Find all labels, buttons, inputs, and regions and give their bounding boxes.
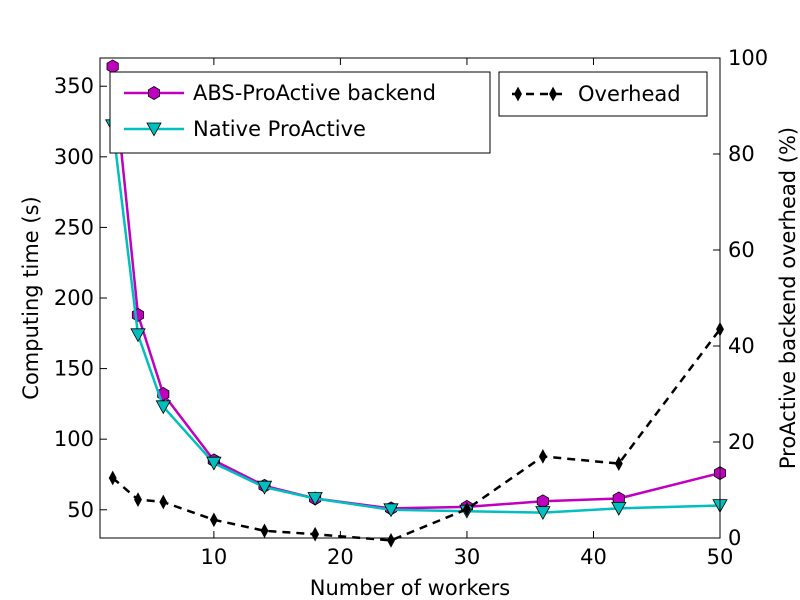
data-point-s0-8 <box>536 494 549 509</box>
data-point-s2-9 <box>614 456 623 471</box>
legend-marker-overhead-shape-a <box>514 86 522 102</box>
data-point-s0-0 <box>106 59 119 74</box>
data-point-s1-5 <box>307 492 323 506</box>
x-tick-label-0: 10 <box>201 545 228 569</box>
data-point-s2-3 <box>209 512 218 528</box>
data-point-s2-1 <box>134 492 142 507</box>
legend-marker-overhead <box>514 86 557 102</box>
legend-marker-abs-shape <box>147 86 161 100</box>
y2-tick-label-1: 20 <box>728 430 755 454</box>
data-point-s2-5 <box>311 526 320 542</box>
x-axis-title: Number of workers <box>310 576 511 600</box>
legend-marker-abs <box>147 86 161 100</box>
legend-right: Overhead <box>498 71 708 117</box>
x-tick-label-4: 50 <box>707 545 734 569</box>
y2-tick-label-4: 80 <box>728 142 755 166</box>
data-point-s1-1 <box>130 328 146 343</box>
legend-left: ABS-ProActive backend Native ProActive <box>109 71 491 154</box>
series-line-1 <box>111 125 721 514</box>
y-tick-label-2: 150 <box>54 357 94 381</box>
legend-left-frame <box>109 71 491 154</box>
data-point-s2-8 <box>538 449 547 464</box>
y-tick-label-4: 250 <box>54 215 94 239</box>
y2-tick-label-3: 60 <box>728 238 755 262</box>
legend-marker-overhead-shape-b <box>549 86 557 102</box>
y2-axis-title: ProActive backend overhead (%) <box>776 127 800 469</box>
legend-label-native: Native ProActive <box>193 117 366 141</box>
legend-marker-native-shape <box>146 122 162 137</box>
data-point-s2-7 <box>462 501 471 517</box>
data-point-s1-8 <box>535 506 551 521</box>
y2-tick-label-5: 100 <box>728 46 768 70</box>
data-point-s2-6 <box>387 533 395 548</box>
x-tick-label-2: 30 <box>454 545 481 569</box>
data-point-s2-0 <box>108 470 117 486</box>
data-point-s2-2 <box>159 494 168 510</box>
data-point-s1-3 <box>206 456 222 471</box>
data-point-s1-9 <box>611 501 627 516</box>
y-tick-label-0: 50 <box>67 498 94 522</box>
y2-tick-label-2: 40 <box>728 334 755 358</box>
data-point-s1-4 <box>256 480 273 495</box>
x-tick-label-3: 40 <box>580 545 607 569</box>
y-tick-label-6: 350 <box>54 74 94 98</box>
y-tick-label-5: 300 <box>54 145 94 169</box>
y-axis-title: Computing time (s) <box>19 196 43 399</box>
data-point-s2-4 <box>260 523 269 539</box>
x-tick-label-1: 20 <box>327 545 354 569</box>
y-tick-label-3: 200 <box>54 286 94 310</box>
series-layer <box>105 59 728 548</box>
data-point-s1-6 <box>383 503 399 518</box>
legend-label-overhead: Overhead <box>578 82 681 106</box>
legend-label-abs: ABS-ProActive backend <box>193 81 436 105</box>
data-point-s1-2 <box>155 400 171 415</box>
tick-layer: 10 20 30 40 50 50 100 150 200 250 300 350 0 20 40 60 80 1… <box>54 46 768 569</box>
y-tick-label-1: 100 <box>54 427 94 451</box>
legend-marker-native <box>146 122 162 137</box>
y2-tick-label-0: 0 <box>728 526 741 550</box>
